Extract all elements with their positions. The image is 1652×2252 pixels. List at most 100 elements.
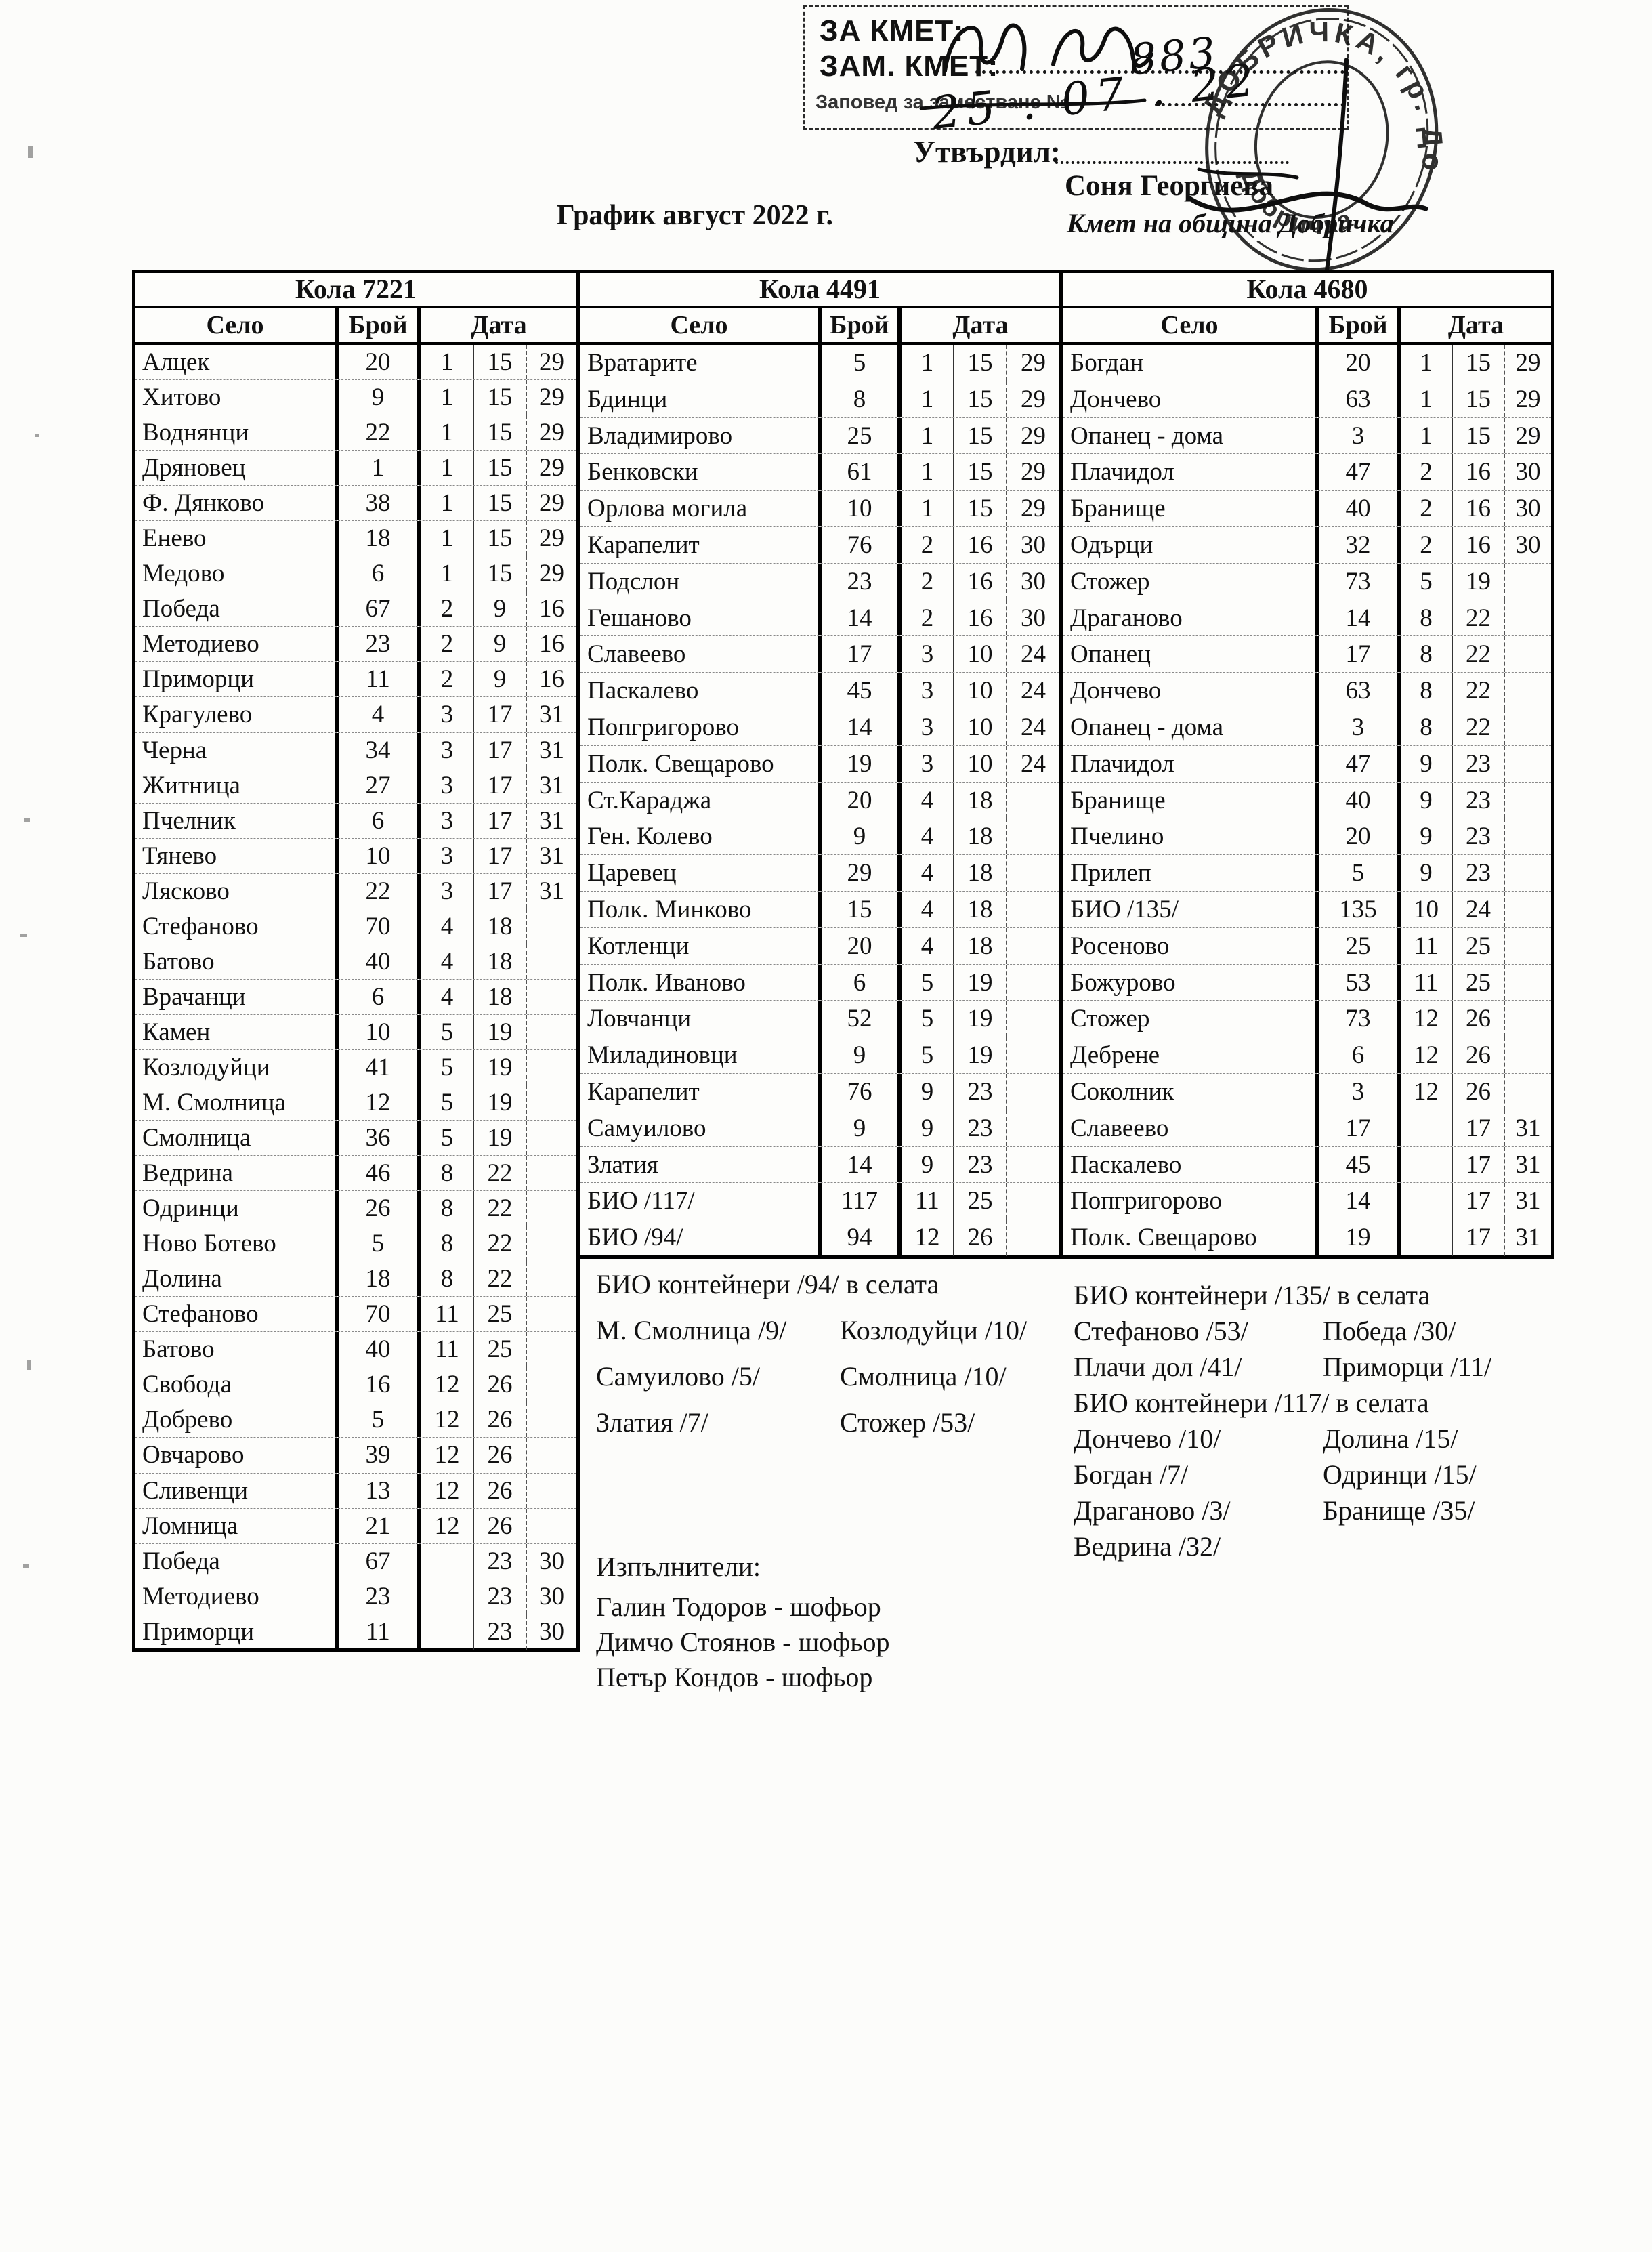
table-row: Ст.Караджа 20 4 18 [580,782,1059,819]
column-header-row: Село Брой Дата [580,308,1059,345]
village-cell: Полк. Свещарово [580,745,822,782]
date2-cell: 25 [474,1332,527,1367]
date2-cell: 26 [474,1508,527,1543]
date3-cell [1505,600,1551,636]
scan-noise [20,934,27,937]
village-cell: Вратарите [580,345,822,381]
table-row: Божурово 53 11 25 [1063,964,1551,1001]
count-cell: 6 [822,964,902,1001]
table-row: Плачидол 47 9 23 [1063,745,1551,783]
date1-cell: 5 [1401,563,1453,600]
date3-cell: 24 [1021,749,1046,778]
date3-cell: 30 [1021,530,1046,559]
count-cell: 11 [339,1614,421,1650]
date2-cell: 18 [954,818,1007,855]
date1-cell: 12 [421,1508,474,1543]
date2-cell: 22 [474,1191,527,1226]
date1-cell [421,1543,474,1579]
date1-cell: 11 [421,1332,474,1367]
village-cell: Гешаново [580,600,822,636]
scan-noise [27,1360,31,1370]
village-cell: Приморци [135,662,339,697]
date3-cell [527,1050,576,1085]
count-cell: 73 [1319,1001,1401,1037]
village-cell: Богдан [1063,345,1319,381]
date2-cell: 26 [474,1402,527,1438]
table-row: БИО /94/94 12 26 [580,1219,1059,1256]
table-row: Прилеп 5 9 23 [1063,855,1551,892]
village-cell: Дончево [1063,673,1319,709]
date1-cell: 12 [1401,1037,1453,1073]
date2-cell: 15 [474,380,527,415]
date1-cell: 1 [421,521,474,556]
count-cell: 25 [822,417,902,454]
date2-cell: 10 [954,673,1007,709]
village-cell: Карапелит [580,1073,822,1110]
date1-cell: 12 [1401,1073,1453,1110]
date3-cell: 29 [539,383,564,412]
village-cell: Плачидол [1063,745,1319,782]
date1-cell: 3 [421,768,474,803]
executors-header: Изпълнители: [596,1551,761,1582]
table-row: Славеево 17 3 10 24 [580,636,1059,673]
stamp-arc-text: ДОБРИЧКА, гр. Добрич [1177,0,1487,181]
scan-noise [24,818,30,822]
date1-cell: 1 [902,491,954,526]
date1-cell: 2 [902,563,954,600]
table-row: Плачидол 47 2 16 30 [1063,454,1551,491]
date1-cell: 1 [421,556,474,591]
date1-cell: 9 [902,1146,954,1183]
date3-cell [1505,1037,1551,1073]
date2-cell: 25 [1453,927,1505,964]
date1-cell: 9 [902,1073,954,1110]
count-cell: 18 [339,521,421,556]
date2-cell: 15 [954,345,1007,381]
date1-cell: 1 [421,380,474,415]
village-cell: Крагулево [135,697,339,732]
date1-cell: 2 [1401,454,1453,491]
date3-cell [1007,1074,1059,1110]
note-right: Стожер /53/ [840,1407,975,1438]
date2-cell: 16 [1453,491,1505,526]
village-cell: Добрево [135,1402,339,1438]
village-cell: М. Смолница [135,1085,339,1121]
date2-cell: 18 [954,891,1007,927]
date2-cell: 9 [474,662,527,697]
count-cell: 29 [822,855,902,891]
table-row: Карапелит 76 2 16 30 [580,526,1059,564]
table-row: Ново Ботево 5 8 22 [135,1226,576,1262]
date1-cell: 9 [902,1110,954,1146]
date2-cell: 18 [954,927,1007,964]
note-right: Приморци /11/ [1323,1352,1492,1382]
date2-cell: 17 [1453,1146,1505,1183]
table-body: Алцек 20 1 15 29 Хитово 9 1 15 29 Воднянци 22 1 15 29 Д… [135,345,576,1650]
date3-cell: 31 [539,877,564,905]
village-cell: Овчарово [135,1438,339,1473]
count-cell: 14 [1319,1183,1401,1219]
table-row: Лясково 22 3 17 31 [135,873,576,909]
table-row: Бранище 40 9 23 [1063,782,1551,819]
date2-cell: 22 [1453,673,1505,709]
village-cell: Опанец - дома [1063,709,1319,745]
count-cell: 14 [822,709,902,745]
date2-cell: 15 [474,345,527,380]
table-row: Драганово 14 8 22 [1063,600,1551,637]
date3-cell [527,1085,576,1120]
village-cell: Бдинци [580,381,822,417]
note-left: М. Смолница /9/ [596,1315,787,1346]
note-left: Ведрина /32/ [1074,1531,1221,1562]
date2-cell: 15 [1453,381,1505,417]
date1-cell: 12 [421,1473,474,1508]
village-cell: Хитово [135,380,339,415]
date1-cell: 3 [421,697,474,732]
document-title: График август 2022 г. [557,200,833,231]
date2-cell: 15 [954,491,1007,526]
count-cell: 10 [339,1014,421,1049]
count-cell: 73 [1319,563,1401,600]
date1-cell: 2 [421,662,474,697]
table-row: Орлова могила 10 1 15 29 [580,491,1059,527]
date3-cell [1007,892,1059,927]
count-cell: 32 [1319,526,1401,563]
date3-cell: 30 [1515,495,1541,523]
date2-cell: 15 [474,486,527,521]
